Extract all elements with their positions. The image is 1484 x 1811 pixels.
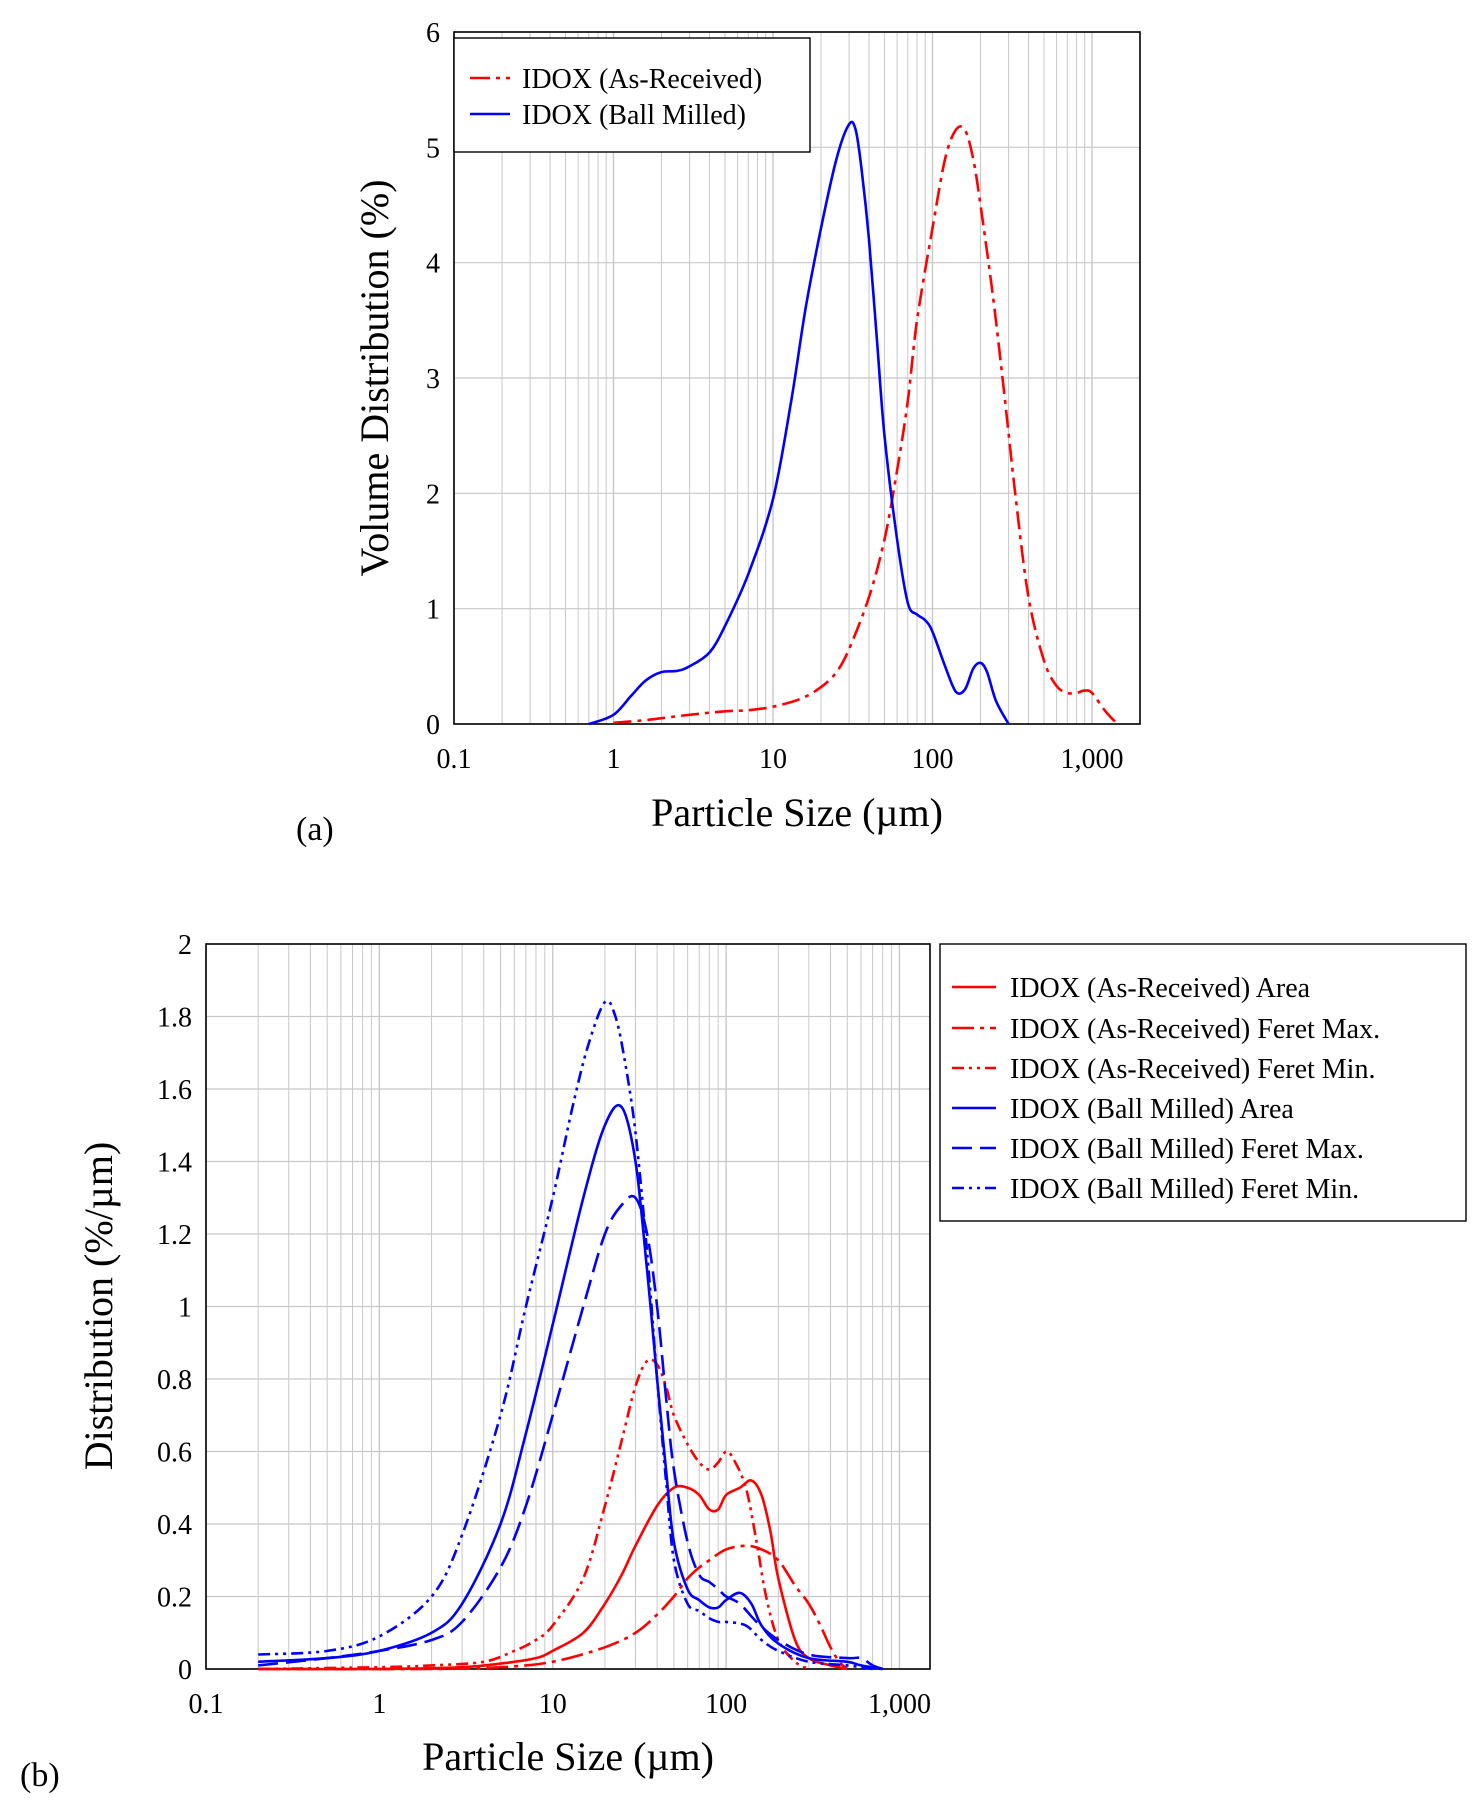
plot-frame (453, 31, 1141, 725)
series-line-5 (258, 999, 873, 1671)
x-tick-label: 1 (372, 1689, 386, 1720)
panel-label: (a) (296, 811, 334, 848)
y-tick-label: 4 (426, 249, 440, 280)
x-tick-label: 0.1 (437, 744, 472, 775)
series-line-4 (258, 1194, 884, 1671)
legend-label-ball-milled-feret-min: IDOX (Ball Milled) Feret Min. (1010, 1174, 1359, 1205)
chart-panel-a: 0.1 1 10 100 1,000 0 1 2 3 4 5 6 Particle Size (µm… (296, 18, 1141, 848)
y-tick-label: 1.4 (157, 1148, 192, 1179)
series-line-2 (258, 1358, 810, 1671)
y-tick-label: 0 (426, 710, 440, 741)
x-axis-label: Particle Size (µm) (422, 1734, 714, 1779)
x-tick-label: 1 (606, 744, 620, 775)
y-tick-label: 5 (426, 133, 440, 164)
x-tick-label: 100 (705, 1689, 747, 1720)
x-tick-label: 0.1 (189, 1689, 224, 1720)
y-tick-label: 1 (178, 1293, 192, 1324)
y-tick-label: 2 (426, 479, 440, 510)
x-tick-labels: 0.1 1 10 100 1,000 (437, 744, 1124, 775)
legend-label-ball-milled-feret-max: IDOX (Ball Milled) Feret Max. (1010, 1134, 1364, 1165)
y-tick-label: 3 (426, 364, 440, 395)
y-tick-label: 1 (426, 595, 440, 626)
x-axis-label: Particle Size (µm) (651, 790, 943, 835)
x-tick-label: 1,000 (1060, 744, 1123, 775)
chart-panel-b: 0.1 1 10 100 1,000 0 0.2 0.4 0.6 0.8 1 1.2 1.4 1.6 1.… (20, 930, 1467, 1794)
y-tick-label: 0.6 (157, 1438, 192, 1469)
legend-label-ball-milled: IDOX (Ball Milled) (522, 100, 746, 131)
legend-label-as-received: IDOX (As-Received) (522, 64, 762, 95)
y-tick-label: 0.4 (157, 1510, 192, 1541)
x-tick-label: 10 (539, 1689, 567, 1720)
plot-frame (205, 943, 931, 1670)
y-axis-label: Volume Distribution (%) (352, 179, 397, 576)
series-line-3 (258, 1103, 883, 1671)
legend: IDOX (As-Received) IDOX (Ball Milled) (453, 37, 811, 153)
panel-label: (b) (20, 1757, 60, 1794)
x-tick-label: 10 (759, 744, 787, 775)
y-tick-labels: 0 1 2 3 4 5 6 (426, 18, 440, 741)
legend-label-ball-milled-area: IDOX (Ball Milled) Area (1010, 1094, 1294, 1125)
y-tick-label: 0.8 (157, 1365, 192, 1396)
y-axis-label: Distribution (%/µm) (76, 1142, 121, 1471)
legend-label-as-received-feret-max: IDOX (As-Received) Feret Max. (1010, 1014, 1380, 1045)
y-tick-label: 1.8 (157, 1003, 192, 1034)
y-tick-label: 1.6 (157, 1075, 192, 1106)
series-lines (258, 999, 884, 1671)
x-tick-labels: 0.1 1 10 100 1,000 (189, 1689, 931, 1720)
y-tick-label: 1.2 (157, 1220, 192, 1251)
y-tick-labels: 0 0.2 0.4 0.6 0.8 1 1.2 1.4 1.6 1.8 2 (157, 930, 192, 1686)
legend-frame (939, 943, 1467, 1222)
legend-label-as-received-feret-min: IDOX (As-Received) Feret Min. (1010, 1054, 1375, 1085)
legend: IDOX (As-Received) Area IDOX (As-Receive… (939, 943, 1467, 1222)
series-line-0 (613, 125, 1121, 726)
series-line-1 (258, 1544, 849, 1671)
series-lines (588, 120, 1121, 726)
y-tick-label: 6 (426, 18, 440, 49)
y-tick-label: 0 (178, 1655, 192, 1686)
x-tick-label: 1,000 (868, 1689, 931, 1720)
series-line-0 (258, 1479, 848, 1671)
x-tick-label: 100 (911, 744, 953, 775)
y-tick-label: 0.2 (157, 1583, 192, 1614)
series-line-1 (588, 120, 1010, 726)
legend-frame (453, 37, 811, 153)
legend-label-as-received-area: IDOX (As-Received) Area (1010, 973, 1311, 1004)
grid-lines (205, 943, 930, 1670)
y-tick-label: 2 (178, 930, 192, 961)
